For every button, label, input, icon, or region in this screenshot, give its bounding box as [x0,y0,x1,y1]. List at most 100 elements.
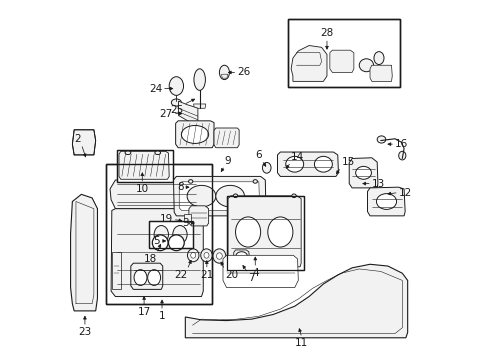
Text: 22: 22 [174,270,187,280]
Polygon shape [277,152,338,176]
Text: 12: 12 [398,188,411,198]
Bar [106,164,212,304]
Text: 13: 13 [371,179,384,189]
Polygon shape [70,194,97,311]
Text: 17: 17 [137,307,150,317]
Polygon shape [369,65,391,81]
Ellipse shape [219,65,229,80]
Ellipse shape [155,151,160,154]
Bar [226,196,303,270]
Bar [149,221,192,248]
Ellipse shape [285,156,303,172]
Ellipse shape [376,194,396,210]
Text: 5: 5 [153,236,160,246]
Text: 3: 3 [182,218,188,228]
Ellipse shape [147,270,160,285]
Text: 24: 24 [148,84,162,94]
Text: 19: 19 [159,215,172,224]
Text: 18: 18 [143,253,156,264]
Ellipse shape [152,235,168,251]
Ellipse shape [267,217,292,247]
Text: 28: 28 [320,28,333,39]
Text: 11: 11 [295,338,308,348]
Polygon shape [223,255,298,288]
Ellipse shape [181,126,208,143]
Text: 1: 1 [159,311,165,321]
Ellipse shape [187,249,199,262]
Polygon shape [131,263,163,289]
Polygon shape [329,50,353,72]
Bar [287,19,400,87]
Bar [287,19,400,87]
Ellipse shape [168,235,184,251]
Polygon shape [112,252,121,289]
Ellipse shape [203,252,208,258]
Ellipse shape [398,151,405,160]
Ellipse shape [373,51,383,64]
Text: 16: 16 [394,139,407,149]
Ellipse shape [233,194,237,198]
Text: 10: 10 [136,184,148,194]
Ellipse shape [212,249,225,263]
Ellipse shape [172,226,187,243]
Ellipse shape [194,69,205,90]
Text: 26: 26 [237,67,250,77]
Text: 23: 23 [78,327,91,337]
Text: 14: 14 [290,152,304,162]
Ellipse shape [125,151,131,154]
Text: 15: 15 [341,157,354,167]
Text: 7: 7 [247,273,254,283]
Polygon shape [214,128,239,148]
Text: 4: 4 [251,268,258,278]
Ellipse shape [154,226,168,243]
Ellipse shape [201,249,212,262]
Polygon shape [179,182,259,211]
Polygon shape [72,130,96,155]
Bar [106,164,212,304]
Polygon shape [348,158,377,188]
Ellipse shape [235,252,247,260]
Bar [149,221,192,248]
Polygon shape [178,101,198,125]
Ellipse shape [314,156,332,172]
Ellipse shape [262,162,270,173]
Text: 21: 21 [200,270,213,280]
Text: 2: 2 [75,134,81,144]
Polygon shape [110,180,204,209]
Ellipse shape [291,194,296,198]
Ellipse shape [216,253,222,259]
Ellipse shape [235,217,260,247]
Ellipse shape [169,77,183,95]
Ellipse shape [376,136,385,143]
Polygon shape [233,250,249,262]
Polygon shape [173,176,265,216]
Bar [117,149,172,182]
Polygon shape [185,264,407,338]
Ellipse shape [188,180,192,183]
Text: 6: 6 [255,150,261,160]
Ellipse shape [171,99,181,106]
Polygon shape [119,151,169,179]
Ellipse shape [253,180,257,183]
Polygon shape [227,196,301,267]
Ellipse shape [190,252,195,258]
Ellipse shape [215,185,244,207]
Text: 8: 8 [177,182,183,192]
Polygon shape [193,104,205,108]
Text: 9: 9 [224,156,231,166]
Polygon shape [221,74,227,78]
Polygon shape [188,206,208,226]
Ellipse shape [134,270,147,285]
Bar [117,149,172,182]
Polygon shape [175,121,214,148]
Ellipse shape [355,166,371,179]
Polygon shape [111,209,203,297]
Text: 25: 25 [170,105,183,115]
Bar [226,196,303,270]
Text: 27: 27 [159,109,172,119]
Polygon shape [367,187,405,216]
Text: 20: 20 [224,270,238,280]
Polygon shape [290,45,326,81]
Ellipse shape [359,59,373,72]
Polygon shape [184,214,190,222]
